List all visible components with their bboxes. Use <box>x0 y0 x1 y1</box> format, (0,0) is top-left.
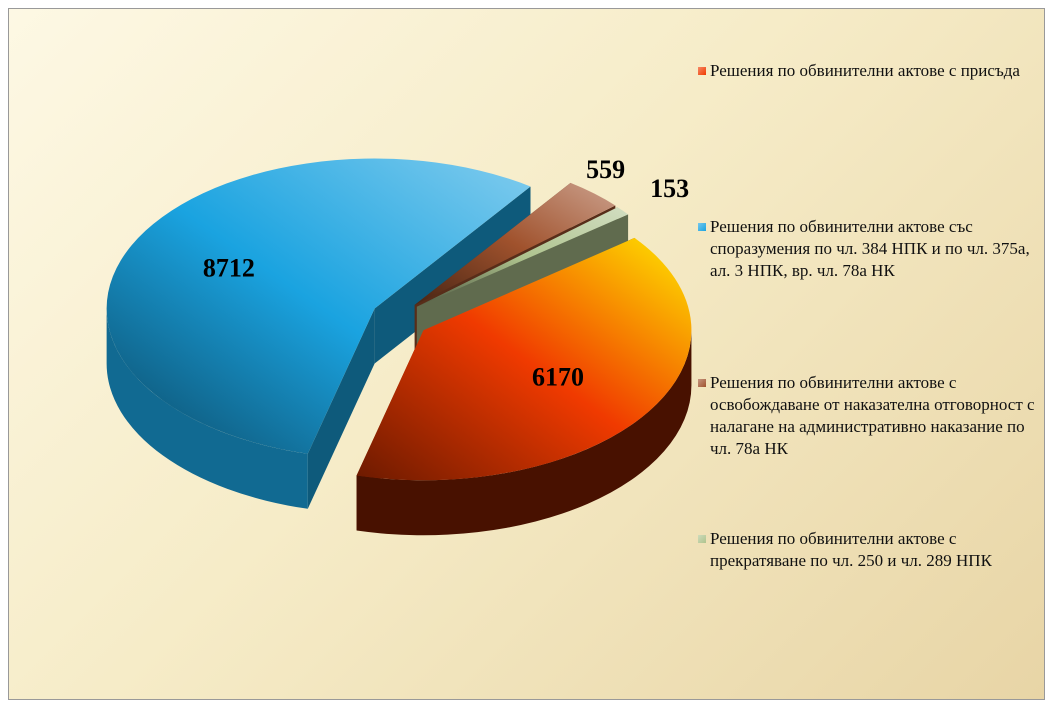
legend-item: Решения по обвинителни актове с освобожд… <box>696 372 1046 528</box>
legend: Решения по обвинителни актове с присъда Р… <box>696 60 1046 684</box>
slice <box>416 207 629 307</box>
legend-swatch <box>698 535 706 543</box>
slice-side <box>106 308 308 509</box>
legend-item: Решения по обвинителни актове с прекратя… <box>696 528 1046 684</box>
slice-wall <box>307 308 375 509</box>
data-label: 559 <box>586 155 625 184</box>
slice <box>106 158 531 454</box>
legend-label: Решения по обвинителни актове с присъда <box>710 61 1020 80</box>
slice <box>356 237 692 481</box>
legend-item: Решения по обвинителни актове със спораз… <box>696 216 1046 372</box>
data-label: 8712 <box>203 253 255 282</box>
legend-swatch <box>698 379 706 387</box>
slice <box>414 182 616 305</box>
legend-label: Решения по обвинителни актове с прекратя… <box>710 529 992 570</box>
slice-side <box>356 330 692 536</box>
data-label: 6170 <box>532 363 584 392</box>
legend-item: Решения по обвинителни актове с присъда <box>696 60 1046 216</box>
legend-swatch <box>698 223 706 231</box>
slice-wall <box>374 186 531 364</box>
data-label: 153 <box>650 174 689 203</box>
legend-swatch <box>698 67 706 75</box>
legend-label: Решения по обвинителни актове със спораз… <box>710 217 1030 280</box>
legend-label: Решения по обвинителни актове с освобожд… <box>710 373 1035 458</box>
